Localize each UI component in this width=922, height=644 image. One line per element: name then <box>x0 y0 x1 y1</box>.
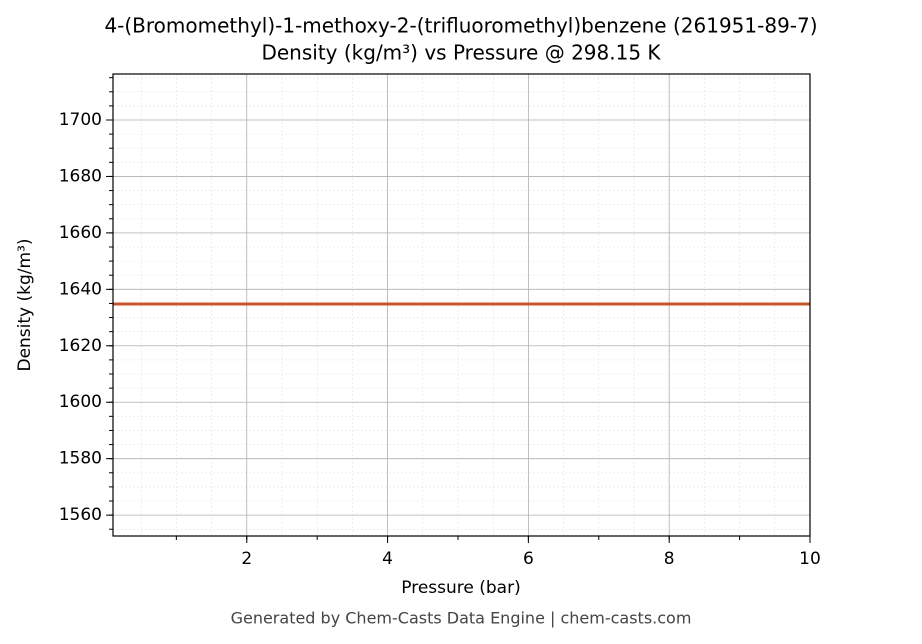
y-tick-label: 1660 <box>59 223 102 243</box>
y-tick-label: 1640 <box>59 279 102 299</box>
y-tick-label: 1700 <box>59 110 102 130</box>
plot-frame <box>112 73 811 537</box>
footer: Generated by Chem-Casts Data Engine | ch… <box>231 609 692 628</box>
x-tick-label: 4 <box>382 549 393 569</box>
y-axis-label: Density (kg/m³) <box>15 238 35 371</box>
chart-title: 4-(Bromomethyl)-1-methoxy-2-(trifluorome… <box>104 14 817 38</box>
y-tick-label: 1580 <box>59 449 102 469</box>
x-axis-label: Pressure (bar) <box>401 578 520 598</box>
x-tick-label: 6 <box>523 549 534 569</box>
x-tick-label: 8 <box>664 549 675 569</box>
y-tick-label: 1600 <box>59 392 102 412</box>
y-tick-label: 1680 <box>59 166 102 186</box>
y-tick-label: 1620 <box>59 336 102 356</box>
x-tick-label: 10 <box>799 549 821 569</box>
y-tick-label: 1560 <box>59 505 102 525</box>
chart-subtitle: Density (kg/m³) vs Pressure @ 298.15 K <box>261 41 661 65</box>
x-tick-label: 2 <box>241 549 252 569</box>
